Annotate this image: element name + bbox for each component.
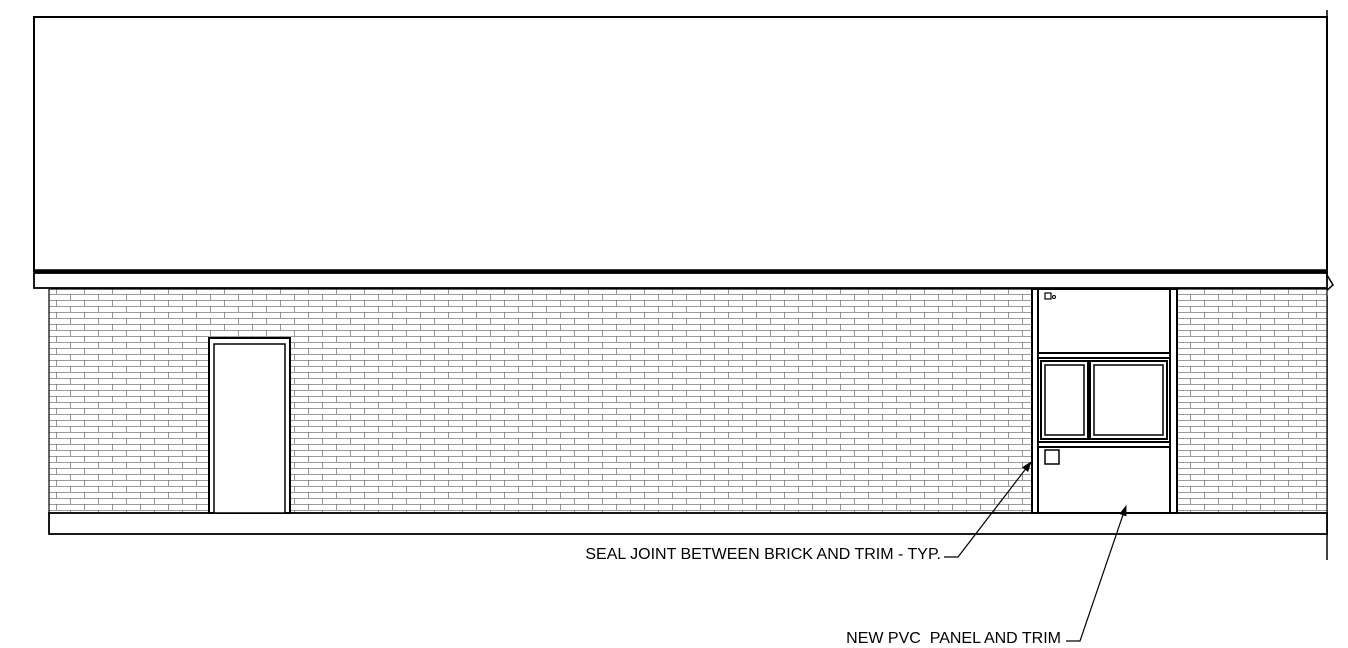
foundation [48,512,1328,535]
door [208,337,291,514]
pvc-panel-bay [1031,288,1178,514]
window-left-pane [1044,364,1085,436]
small-vent [1044,292,1052,300]
door-frame-inner [213,343,286,514]
small-fixture [1052,295,1056,299]
small-panel-box [1044,449,1060,465]
brick-wall-right [1176,288,1328,514]
leaders [944,461,1127,642]
pvc-panel-note: NEW PVC PANEL AND TRIM [846,630,1061,647]
roof-plane [33,16,1328,272]
seal-joint-leader [944,461,1032,558]
fascia-board [33,272,1328,289]
pvc-panel-leader [1066,504,1127,642]
foundation-band [48,512,1328,535]
roof [33,10,1334,560]
brick-wall-left [48,288,1034,514]
window-right-pane [1093,364,1164,436]
seal-joint-note: SEAL JOINT BETWEEN BRICK AND TRIM - TYP. [585,546,941,563]
